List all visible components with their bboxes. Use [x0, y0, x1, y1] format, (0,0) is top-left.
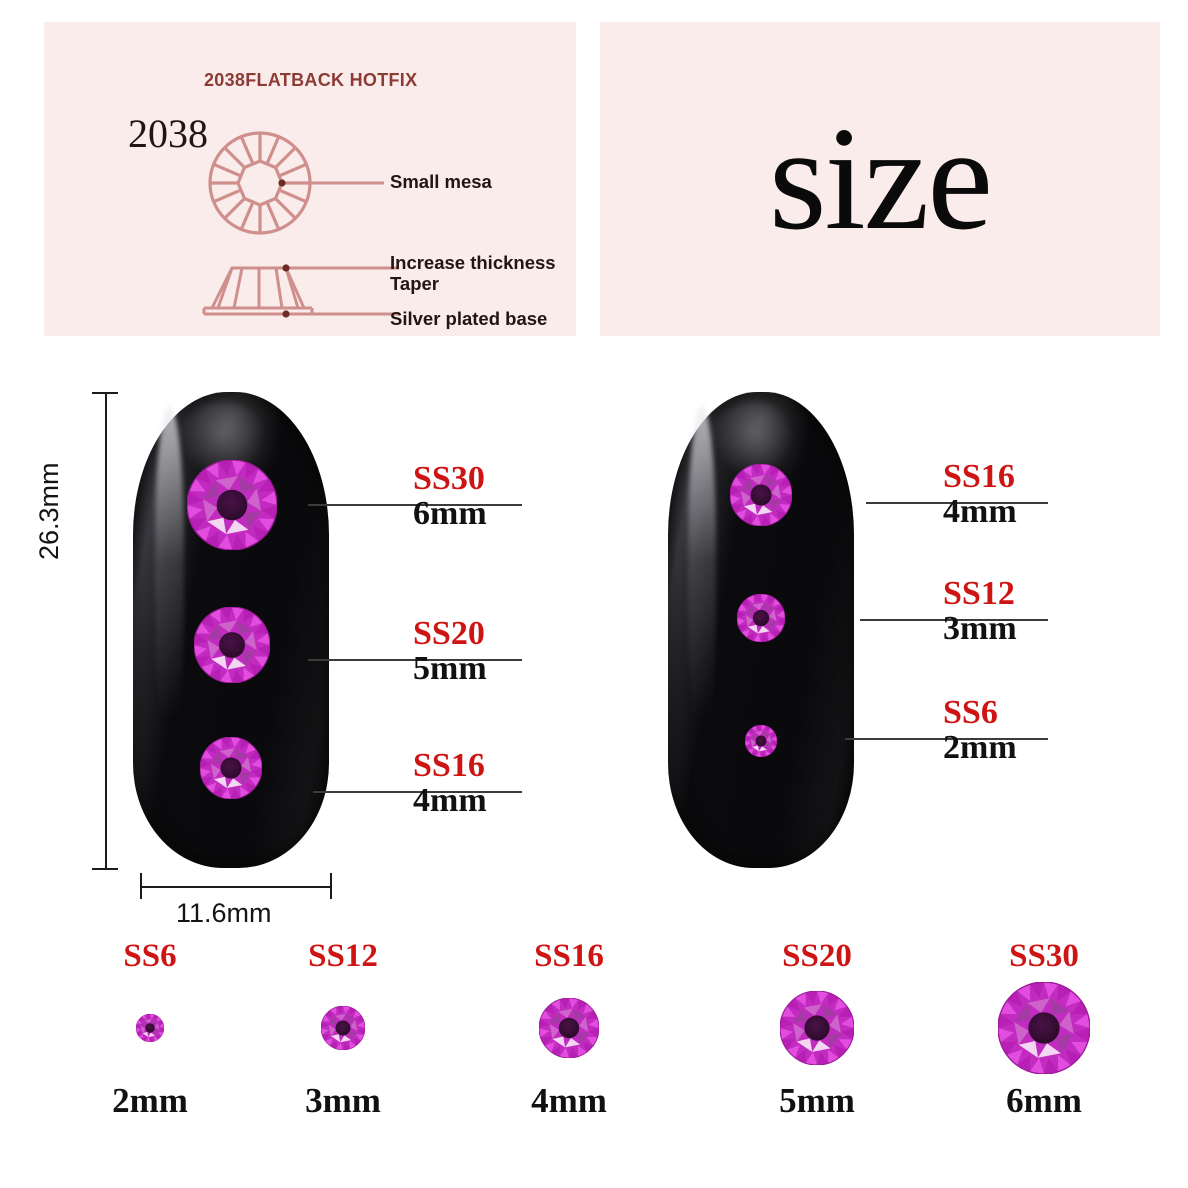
nail-left [133, 392, 329, 868]
callout-ss30-size: SS30 [413, 460, 485, 497]
size-title-panel [600, 22, 1160, 336]
size-sample-ss20: SS20 5mm [722, 938, 912, 1120]
rhinestone-side-view-icon [202, 264, 399, 318]
rhinestone-gem-icon [194, 607, 270, 683]
leader-line-ss16-left [313, 791, 522, 793]
nail-width-dim-cap-left [140, 873, 142, 899]
callout-ss12-mm: 3mm [943, 610, 1017, 647]
callout-ss16-left-mm: 4mm [413, 782, 487, 819]
nail-right [668, 392, 854, 868]
rhinestone-gem-icon [136, 1014, 164, 1042]
size-sample-ss6-mm: 2mm [112, 1081, 188, 1120]
nail-right-highlight [688, 406, 717, 749]
rhinestone-gem-icon [780, 991, 854, 1065]
callout-ss6: SS6 2mm [943, 696, 1017, 767]
nail-width-label: 11.6mm [176, 898, 272, 928]
rhinestone-gem-icon [200, 737, 262, 799]
size-sample-ss30-label: SS30 [1009, 938, 1079, 974]
callout-ss6-mm: 2mm [943, 729, 1017, 766]
callout-ss16-left: SS16 4mm [413, 749, 487, 820]
nail-height-dim-cap-top [92, 392, 118, 394]
callout-ss20-size: SS20 [413, 615, 485, 652]
page-title: size [768, 97, 993, 261]
leader-line-ss20 [308, 659, 522, 661]
rhinestone-gem-icon [745, 725, 777, 757]
annotation-thickness-line2: Taper [390, 272, 440, 294]
nail-left-highlight [154, 406, 184, 749]
callout-ss20: SS20 5mm [413, 617, 487, 688]
annotation-thickness-line1: Increase thickness [390, 252, 556, 273]
flatback-diagram-panel: 2038FLATBACK HOTFIX 2038 [44, 22, 576, 336]
rhinestone-gem-icon [321, 1006, 365, 1050]
rhinestone-gem-icon [187, 460, 277, 550]
callout-ss16-left-size: SS16 [413, 747, 485, 784]
size-sample-ss12: SS12 3mm [248, 938, 438, 1120]
nail-height-label: 26.3mm [34, 462, 64, 560]
rhinestone-gem-icon [737, 594, 785, 642]
callout-ss16-right-mm: 4mm [943, 493, 1017, 530]
size-sample-ss30-mm: 6mm [1006, 1081, 1082, 1120]
leader-line-ss6 [845, 738, 1048, 740]
size-sample-ss6-label: SS6 [123, 938, 177, 974]
leader-line-ss30 [308, 504, 522, 506]
size-sample-ss12-label: SS12 [308, 938, 378, 974]
annotation-increase-thickness: Increase thickness Taper [390, 252, 556, 294]
annotation-small-mesa: Small mesa [390, 171, 492, 192]
rhinestone-top-view-icon [208, 131, 384, 235]
product-code-2038: 2038 [128, 111, 208, 156]
leader-line-ss16-right [866, 502, 1048, 504]
callout-ss30: SS30 6mm [413, 462, 487, 533]
nail-height-dimension-line [105, 392, 107, 868]
size-sample-ss30: SS30 6mm [949, 940, 1139, 1118]
callout-ss12: SS12 3mm [943, 577, 1017, 648]
flatback-panel-header: 2038FLATBACK HOTFIX [204, 70, 418, 90]
size-sample-ss12-mm: 3mm [305, 1081, 381, 1120]
rhinestone-gem-icon [539, 998, 599, 1058]
leader-line-ss12 [860, 619, 1048, 621]
size-sample-ss16: SS16 4mm [474, 938, 664, 1120]
size-sample-ss16-label: SS16 [534, 938, 604, 974]
rhinestone-gem-icon [998, 982, 1090, 1074]
callout-ss12-size: SS12 [943, 575, 1015, 612]
callout-ss6-size: SS6 [943, 694, 998, 731]
size-sample-ss20-label: SS20 [782, 938, 852, 974]
rhinestone-gem-icon [730, 464, 792, 526]
callout-ss16-right-size: SS16 [943, 458, 1015, 495]
callout-ss30-mm: 6mm [413, 495, 487, 532]
nail-width-dim-cap-right [330, 873, 332, 899]
size-sample-ss20-mm: 5mm [779, 1081, 855, 1120]
annotation-silver-plated-base: Silver plated base [390, 308, 548, 329]
nail-height-dim-cap-bottom [92, 868, 118, 870]
callout-ss20-mm: 5mm [413, 650, 487, 687]
size-sample-ss16-mm: 4mm [531, 1081, 607, 1120]
callout-ss16-right: SS16 4mm [943, 460, 1017, 531]
size-sample-ss6: SS6 2mm [55, 938, 245, 1120]
nail-width-dimension-line [140, 886, 330, 888]
